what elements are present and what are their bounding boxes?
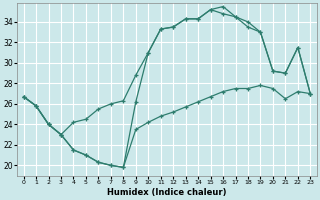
X-axis label: Humidex (Indice chaleur): Humidex (Indice chaleur): [107, 188, 227, 197]
